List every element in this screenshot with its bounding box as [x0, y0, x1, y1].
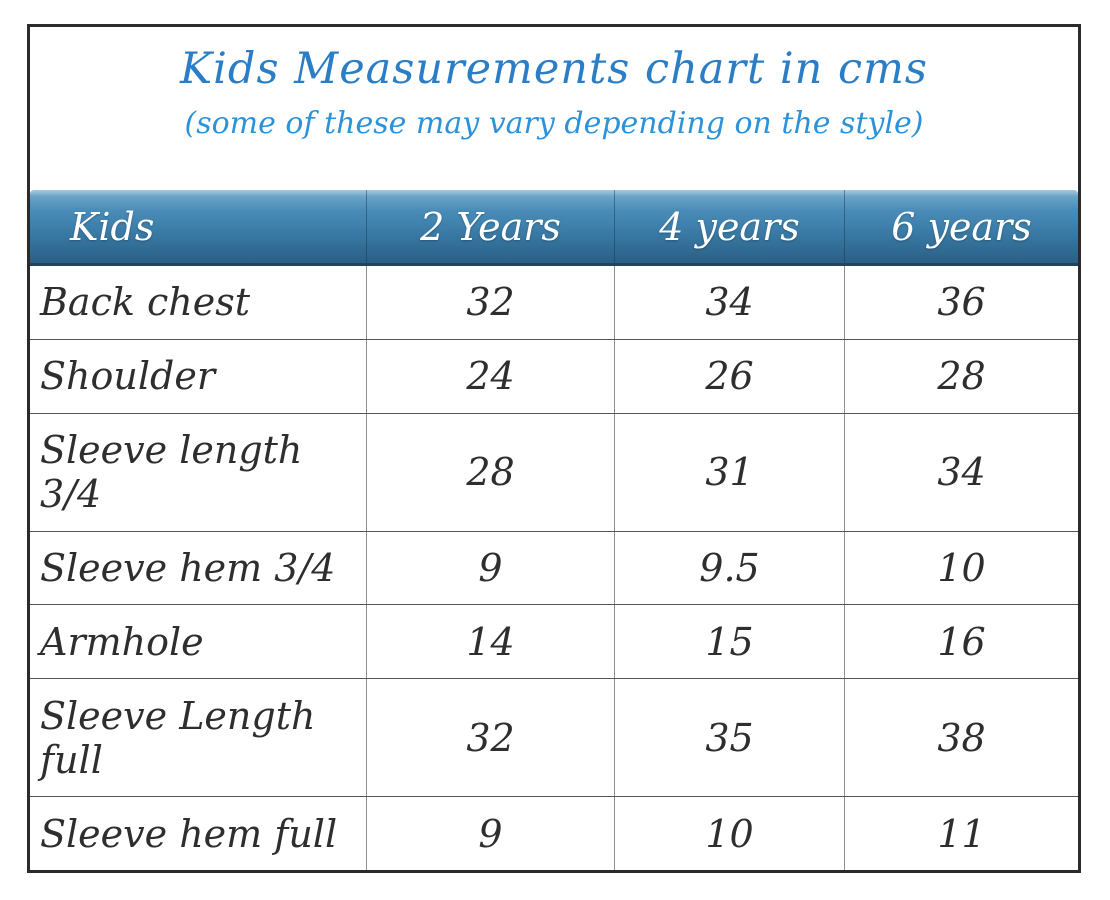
measurement-value: 14 — [367, 605, 615, 679]
column-header-6-years: 6 years — [891, 204, 1032, 249]
measurement-value: 31 — [615, 413, 846, 531]
column-header-2-years: 2 Years — [367, 190, 615, 263]
measurement-value: 28 — [367, 413, 615, 531]
table-row: Shoulder 24 26 28 — [30, 339, 1078, 414]
measurement-value: 16 — [937, 619, 986, 664]
measurement-value: 24 — [367, 339, 615, 413]
column-header-kids: Kids — [30, 190, 368, 263]
row-label: Shoulder — [30, 339, 368, 413]
measurement-value: 26 — [615, 339, 846, 413]
row-label: Sleeve length 3/4 — [30, 413, 368, 531]
measurement-value: 35 — [615, 679, 846, 797]
measurement-value: 38 — [937, 715, 986, 760]
measurement-value: 15 — [615, 605, 846, 679]
measurement-value: 28 — [937, 354, 986, 399]
row-label: Sleeve hem full — [30, 797, 368, 871]
table-row: Sleeve hem full 9 10 11 — [30, 797, 1078, 871]
table-row: Armhole 14 15 16 — [30, 605, 1078, 680]
measurement-value: 11 — [937, 811, 986, 856]
table-header-row: Kids 2 Years 4 years 6 years — [30, 190, 1078, 266]
table-body: Back chest 32 34 36 Shoulder 24 26 28 Sleeve len… — [30, 266, 1078, 871]
table-row: Sleeve hem 3/4 9 9.5 10 — [30, 531, 1078, 606]
row-label: Back chest — [30, 266, 368, 339]
measurement-value: 9 — [367, 531, 615, 605]
column-header-4-years: 4 years — [615, 190, 846, 263]
size-chart-panel: Kids Measurements chart in cms (some of … — [27, 24, 1081, 873]
measurement-value: 9 — [367, 797, 615, 871]
table-row: Sleeve Length full 32 35 38 — [30, 679, 1078, 798]
measurement-value: 10 — [615, 797, 846, 871]
table-row: Sleeve length 3/4 28 31 34 — [30, 413, 1078, 532]
table-row: Back chest 32 34 36 — [30, 266, 1078, 340]
measurement-value: 10 — [937, 546, 986, 590]
measurement-value: 32 — [367, 266, 615, 339]
measurement-value: 9.5 — [615, 531, 846, 605]
chart-subtitle: (some of these may vary depending on the… — [184, 105, 924, 141]
chart-title: Kids Measurements chart in cms — [180, 44, 928, 94]
measurement-value: 36 — [937, 280, 986, 325]
title-area: Kids Measurements chart in cms (some of … — [30, 27, 1078, 190]
measurement-value: 32 — [367, 679, 615, 797]
row-label: Sleeve hem 3/4 — [30, 531, 368, 605]
measurement-value: 34 — [937, 450, 986, 495]
measurement-value: 34 — [615, 266, 846, 339]
row-label: Armhole — [30, 605, 368, 679]
row-label: Sleeve Length full — [30, 679, 368, 797]
